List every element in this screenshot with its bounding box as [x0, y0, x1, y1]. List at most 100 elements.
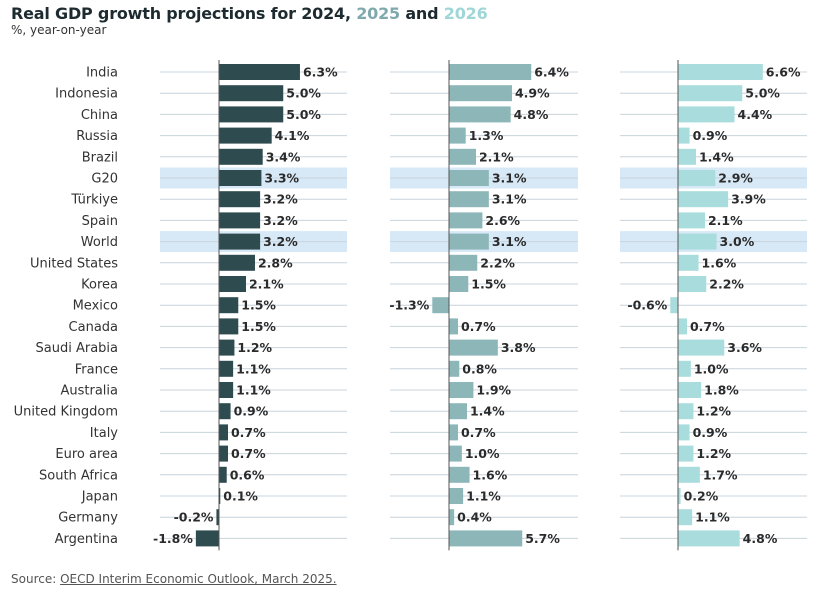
bar-g20-2026 [678, 170, 716, 186]
bar-japan-2024 [219, 488, 221, 504]
bar-japan-2026 [678, 488, 681, 504]
bar-brazil-2024 [219, 148, 263, 165]
value-label-china-2025: 4.8% [514, 107, 549, 122]
value-label-china-2024: 5.0% [286, 107, 321, 122]
value-label-india-2025: 6.4% [534, 65, 569, 80]
value-label-g20-2024: 3.3% [264, 171, 299, 186]
bar-india-2025 [449, 64, 532, 80]
value-label-japan-2025: 1.1% [466, 489, 501, 504]
bar-mexico-2026 [670, 297, 678, 314]
bar-korea-2026 [678, 276, 707, 292]
bar-germany-2025 [449, 509, 455, 526]
bar-italy-2025 [449, 424, 458, 441]
value-label-france-2025: 0.8% [462, 361, 497, 376]
bar-united-kingdom-2026 [678, 403, 694, 420]
value-label-indonesia-2026: 5.0% [745, 86, 780, 101]
category-label-japan: Japan [81, 490, 118, 505]
value-label-russia-2026: 0.9% [693, 128, 728, 143]
bar-saudi-arabia-2024 [219, 339, 235, 356]
category-label-g20: G20 [91, 172, 118, 187]
bar-indonesia-2025 [449, 85, 512, 102]
value-label-australia-2024: 1.1% [236, 383, 271, 398]
value-label-spain-2026: 2.1% [708, 213, 743, 228]
bar-france-2025 [449, 360, 460, 377]
bar-world-2024 [219, 233, 261, 250]
title-separator-1: , [344, 4, 357, 23]
bar-italy-2026 [678, 424, 690, 441]
bar-mexico-2024 [219, 297, 239, 314]
value-label-spain-2024: 3.2% [263, 213, 298, 228]
category-label-saudi-arabia: Saudi Arabia [36, 341, 119, 356]
category-label-euro-area: Euro area [55, 447, 118, 462]
bar-mexico-2025 [432, 297, 449, 314]
bar-china-2025 [449, 106, 511, 123]
bar-argentina-2026 [678, 530, 740, 547]
value-label-euro-area-2024: 0.7% [231, 446, 266, 461]
value-label-canada-2025: 0.7% [461, 319, 496, 334]
category-label-world: World [81, 235, 118, 250]
value-label-italy-2024: 0.7% [231, 425, 266, 440]
title-year-2026: 2026 [443, 4, 488, 23]
source-link[interactable]: OECD Interim Economic Outlook, March 202… [60, 572, 337, 586]
value-label-united-states-2025: 2.2% [480, 255, 515, 270]
bar-russia-2025 [449, 127, 466, 144]
bar-korea-2025 [449, 276, 469, 292]
source-prefix: Source: [11, 572, 61, 586]
bar-world-2025 [449, 233, 489, 250]
bar-spain-2025 [449, 212, 483, 229]
value-label-japan-2024: 0.1% [223, 489, 258, 504]
value-label-united-kingdom-2026: 1.2% [696, 404, 731, 419]
value-label-korea-2025: 1.5% [471, 277, 506, 292]
value-label-france-2026: 1.0% [694, 361, 729, 376]
bar-canada-2026 [678, 318, 687, 335]
bar-south-africa-2026 [678, 466, 700, 483]
category-label-russia: Russia [76, 129, 118, 144]
category-label-australia: Australia [60, 384, 118, 399]
value-label-germany-2025: 0.4% [457, 510, 492, 525]
category-label-indonesia: Indonesia [55, 87, 118, 102]
value-label-united-states-2024: 2.8% [258, 255, 293, 270]
bar-united-states-2024 [219, 254, 255, 271]
bar-australia-2024 [219, 382, 234, 398]
value-label-indonesia-2024: 5.0% [286, 86, 321, 101]
category-label-argentina: Argentina [55, 532, 118, 547]
value-label-united-kingdom-2024: 0.9% [234, 404, 269, 419]
source-note: Source: OECD Interim Economic Outlook, M… [11, 572, 337, 586]
bar-china-2024 [219, 106, 284, 123]
title-separator-2: and [399, 4, 444, 23]
value-label-korea-2024: 2.1% [249, 277, 284, 292]
bar-korea-2024 [219, 276, 246, 292]
category-label-united-kingdom: United Kingdom [14, 405, 118, 420]
value-label-canada-2024: 1.5% [241, 319, 276, 334]
bar-spain-2026 [678, 212, 705, 229]
bar-euro-area-2026 [678, 445, 694, 462]
value-label-brazil-2026: 1.4% [699, 149, 734, 164]
bar-canada-2024 [219, 318, 239, 335]
value-label-mexico-2025: -1.3% [389, 298, 429, 313]
bar-france-2026 [678, 360, 691, 377]
title-year-2024: 2024 [301, 4, 345, 23]
bar-world-2026 [678, 233, 717, 250]
value-label-world-2025: 3.1% [492, 234, 527, 249]
bar-turkiye-2026 [678, 191, 729, 208]
category-label-united-states: United States [30, 256, 118, 271]
value-label-argentina-2025: 5.7% [525, 531, 560, 546]
value-label-canada-2026: 0.7% [690, 319, 725, 334]
bar-turkiye-2025 [449, 191, 489, 208]
value-label-brazil-2024: 3.4% [266, 149, 301, 164]
value-label-brazil-2025: 2.1% [479, 149, 514, 164]
value-label-italy-2026: 0.9% [693, 425, 728, 440]
bar-france-2024 [219, 360, 234, 377]
value-label-euro-area-2026: 1.2% [696, 446, 731, 461]
bar-china-2026 [678, 106, 735, 123]
value-label-russia-2025: 1.3% [469, 128, 504, 143]
value-label-germany-2024: -0.2% [174, 510, 214, 525]
value-label-world-2026: 3.0% [720, 234, 755, 249]
bar-japan-2025 [449, 488, 464, 504]
bar-euro-area-2025 [449, 445, 462, 462]
bar-south-africa-2025 [449, 466, 470, 483]
value-label-spain-2025: 2.6% [485, 213, 520, 228]
category-label-brazil: Brazil [82, 150, 118, 165]
value-label-euro-area-2025: 1.0% [465, 446, 500, 461]
category-label-india: India [86, 66, 118, 81]
